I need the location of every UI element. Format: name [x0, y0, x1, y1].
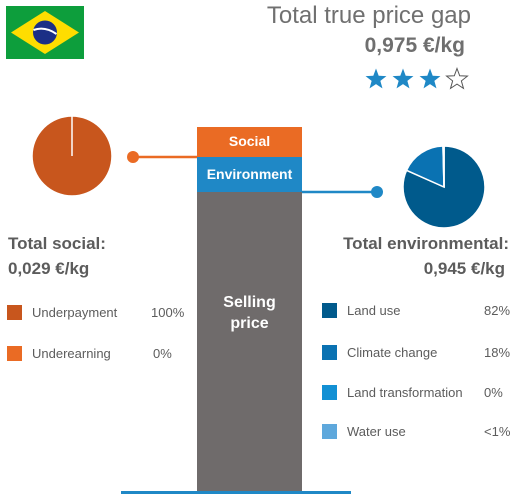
- page-title: Total true price gap: [266, 2, 471, 29]
- star-filled-icon: [419, 68, 441, 89]
- legend-label: Underearning: [32, 345, 111, 361]
- legend-swatch: [322, 423, 337, 439]
- environmental-total-value: 0,945 €/kg: [423, 259, 505, 278]
- star-filled-icon: [392, 68, 414, 89]
- legend-pct-land-transformation: 0%: [484, 385, 503, 400]
- social-total-value: 0,029 €/kg: [8, 259, 90, 278]
- legend-swatch: [7, 304, 22, 320]
- rating-stars: [364, 67, 469, 91]
- environment-bar-segment: Environment: [197, 157, 302, 192]
- environment-connector-dot: [371, 186, 383, 198]
- legend-pct-climate-change: 18%: [484, 345, 511, 360]
- social-pie-chart: [32, 116, 112, 196]
- legend-label: Water use: [347, 423, 406, 439]
- total-gap-value: 0,975 €/kg: [364, 34, 465, 57]
- legend-item-land-use: Land use: [322, 300, 401, 320]
- legend-label: Climate change: [347, 344, 438, 360]
- star-empty-icon: [445, 67, 469, 90]
- environmental-pie-chart: [403, 146, 485, 228]
- environmental-total-title: Total environmental:: [343, 234, 509, 253]
- selling-price-bar-segment: Selling price: [197, 192, 302, 492]
- legend-pct-land-use: 82%: [484, 303, 511, 318]
- legend-item-underearning: Underearning: [7, 343, 111, 363]
- legend-pct-underpayment: 100%: [151, 305, 185, 320]
- environment-bar-label: Environment: [206, 166, 293, 182]
- baseline: [121, 491, 351, 494]
- legend-item-climate-change: Climate change: [322, 342, 437, 362]
- legend-label: Land transformation: [347, 384, 463, 400]
- social-connector-dot: [127, 151, 139, 163]
- legend-item-underpayment: Underpayment: [7, 302, 117, 322]
- legend-pct-underearning: 0%: [153, 346, 172, 361]
- legend-swatch: [322, 384, 337, 400]
- brazil-flag-icon: [6, 6, 84, 59]
- environmental-pie-slice-climate-change: [405, 146, 445, 189]
- social-total-title: Total social:: [8, 234, 106, 253]
- legend-item-water-use: Water use: [322, 421, 406, 441]
- legend-swatch: [322, 344, 337, 360]
- legend-pct-water-use: <1%: [484, 424, 511, 439]
- social-bar-label: Social: [228, 133, 271, 149]
- social-bar-segment: Social: [197, 127, 302, 157]
- legend-label: Underpayment: [32, 304, 118, 320]
- legend-swatch: [7, 345, 22, 361]
- star-filled-icon: [365, 68, 387, 89]
- legend-item-land-transformation: Land transformation: [322, 382, 463, 402]
- legend-label: Land use: [347, 302, 401, 318]
- selling-price-bar-label: Selling price: [223, 294, 276, 332]
- legend-swatch: [322, 302, 337, 318]
